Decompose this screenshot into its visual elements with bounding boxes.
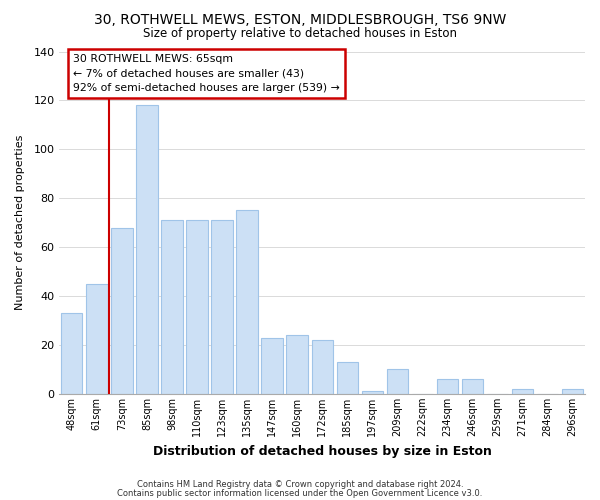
X-axis label: Distribution of detached houses by size in Eston: Distribution of detached houses by size … xyxy=(153,444,491,458)
Bar xyxy=(462,379,483,394)
Bar xyxy=(311,340,333,394)
Bar xyxy=(437,379,458,394)
Bar xyxy=(187,220,208,394)
Bar xyxy=(61,313,82,394)
Bar xyxy=(161,220,182,394)
Text: Size of property relative to detached houses in Eston: Size of property relative to detached ho… xyxy=(143,28,457,40)
Bar xyxy=(111,228,133,394)
Bar xyxy=(86,284,107,394)
Bar xyxy=(362,392,383,394)
Y-axis label: Number of detached properties: Number of detached properties xyxy=(15,135,25,310)
Bar xyxy=(136,106,158,394)
Bar xyxy=(512,389,533,394)
Bar xyxy=(236,210,258,394)
Text: 30, ROTHWELL MEWS, ESTON, MIDDLESBROUGH, TS6 9NW: 30, ROTHWELL MEWS, ESTON, MIDDLESBROUGH,… xyxy=(94,12,506,26)
Text: 30 ROTHWELL MEWS: 65sqm
← 7% of detached houses are smaller (43)
92% of semi-det: 30 ROTHWELL MEWS: 65sqm ← 7% of detached… xyxy=(73,54,340,92)
Bar xyxy=(262,338,283,394)
Bar xyxy=(562,389,583,394)
Text: Contains HM Land Registry data © Crown copyright and database right 2024.: Contains HM Land Registry data © Crown c… xyxy=(137,480,463,489)
Bar xyxy=(211,220,233,394)
Bar xyxy=(286,335,308,394)
Bar xyxy=(337,362,358,394)
Text: Contains public sector information licensed under the Open Government Licence v3: Contains public sector information licen… xyxy=(118,490,482,498)
Bar xyxy=(386,370,408,394)
